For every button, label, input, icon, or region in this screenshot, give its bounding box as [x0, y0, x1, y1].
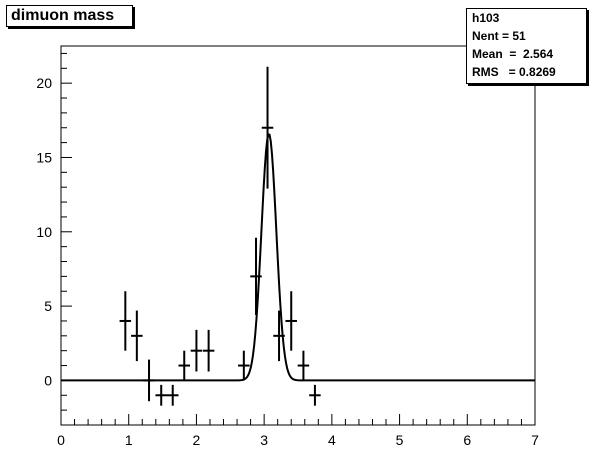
stats-box: h103 Nent = 51 Mean = 2.564 RMS = 0.8269	[466, 8, 587, 84]
data-point	[190, 329, 203, 372]
data-point	[119, 291, 132, 351]
x-tick-label: 3	[260, 432, 268, 448]
data-point	[297, 350, 310, 381]
stats-rms: RMS = 0.8269	[472, 65, 556, 79]
x-tick-label: 7	[531, 432, 539, 448]
histogram-title: dimuon mass	[6, 5, 133, 27]
data-point	[166, 384, 179, 406]
data-point	[261, 66, 274, 189]
y-tick-label: 20	[36, 75, 52, 91]
data-point	[202, 329, 215, 372]
x-tick-label: 4	[328, 432, 336, 448]
x-tick-label: 1	[125, 432, 133, 448]
plot-frame	[60, 45, 536, 426]
data-point	[131, 310, 143, 362]
gaussian-fit-curve	[61, 132, 535, 382]
data-point	[155, 384, 167, 406]
x-tick-label: 6	[463, 432, 471, 448]
data-point	[309, 384, 321, 406]
data-point	[285, 291, 297, 351]
histogram-title-text: dimuon mass	[11, 7, 115, 24]
stats-mean: Mean = 2.564	[472, 47, 554, 61]
data-point	[178, 350, 190, 381]
x-tick-label: 5	[396, 432, 404, 448]
x-tick-label: 2	[193, 432, 201, 448]
y-tick-label: 0	[44, 372, 52, 388]
stats-name: h103	[472, 11, 500, 25]
y-tick-label: 5	[44, 298, 52, 314]
stats-entries: Nent = 51	[472, 29, 526, 43]
x-tick-label: 0	[57, 432, 65, 448]
data-point	[238, 350, 250, 381]
y-tick-label: 10	[36, 224, 52, 240]
y-tick-label: 15	[36, 149, 52, 165]
